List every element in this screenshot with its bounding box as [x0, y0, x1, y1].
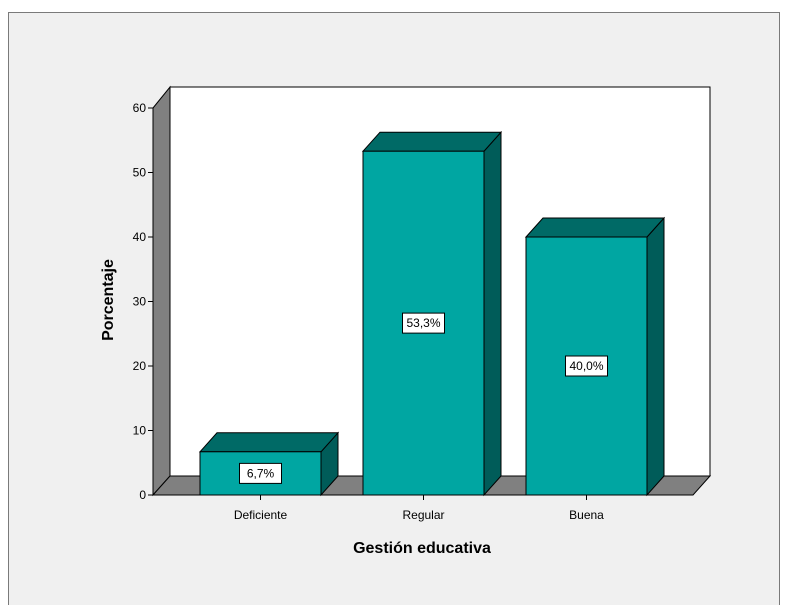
bar-top [361, 131, 503, 152]
x-axis-title: Gestión educativa [353, 540, 491, 557]
y-axis-title: Porcentaje [100, 259, 117, 341]
x-tick-label: Buena [569, 508, 604, 522]
bar-side [483, 130, 502, 497]
bar-regular: 53,3% [361, 130, 503, 497]
bar-buena: 40,0% [524, 216, 666, 497]
x-tick-label: Regular [402, 508, 444, 522]
data-label: 6,7% [247, 466, 275, 480]
data-label: 40,0% [569, 359, 603, 373]
bar-top [524, 217, 666, 238]
side-wall [152, 85, 171, 497]
data-label: 53,3% [406, 316, 440, 330]
y-tick-label: 0 [139, 488, 146, 502]
data-label-box [402, 312, 445, 334]
data-label-box [565, 355, 608, 377]
y-tick-label: 30 [133, 295, 147, 309]
x-axis: Deficiente Regular Buena [153, 494, 693, 522]
y-tick-label: 40 [133, 230, 147, 244]
data-label-box [239, 462, 282, 484]
bar-side [646, 216, 665, 497]
bar-top [198, 432, 340, 453]
x-tick-label: Deficiente [234, 508, 288, 522]
y-tick-label: 60 [133, 101, 147, 115]
y-tick-label: 10 [133, 424, 147, 438]
bars: 6,7% 53,3% 40,0% [198, 130, 666, 497]
y-tick-label: 50 [133, 166, 147, 180]
bar-deficiente: 6,7% [198, 431, 340, 497]
y-tick-label: 20 [133, 359, 147, 373]
y-axis: 0 10 20 30 40 50 60 [133, 101, 154, 502]
